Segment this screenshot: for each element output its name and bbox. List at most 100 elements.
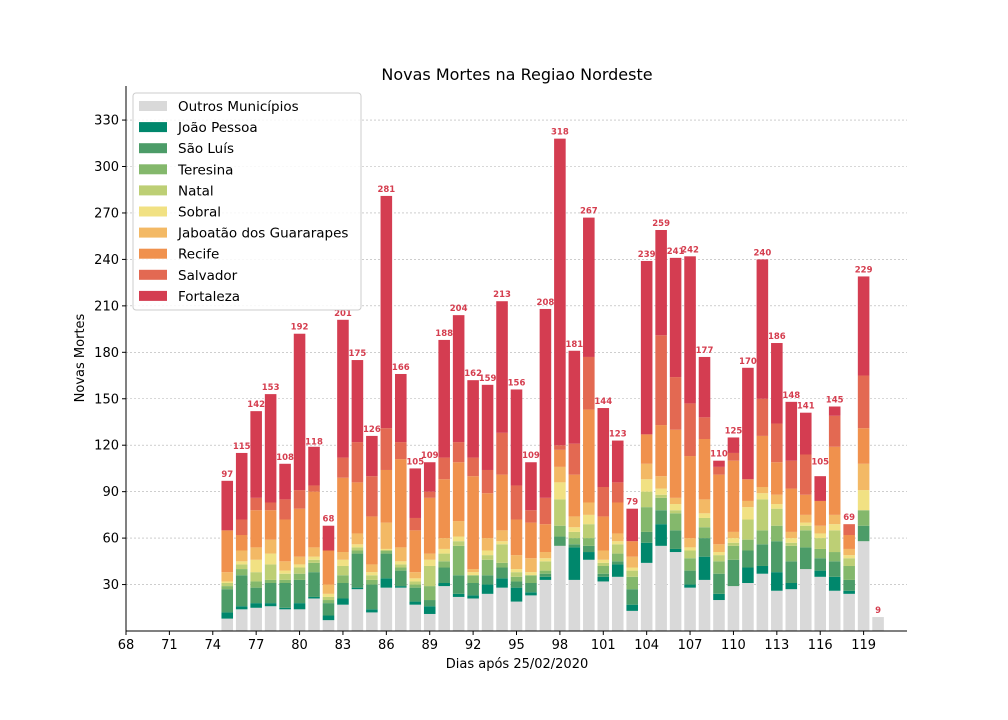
bar-segment xyxy=(250,581,262,588)
bar-segment xyxy=(308,556,320,560)
legend-swatch xyxy=(139,122,167,133)
bar-segment xyxy=(409,530,422,573)
bar-segment xyxy=(785,561,798,584)
bar-segment xyxy=(525,522,537,559)
bar-segment xyxy=(264,394,277,503)
data-label: 175 xyxy=(349,349,367,359)
bar-segment xyxy=(597,408,610,488)
y-axis-label: Novas Mortes xyxy=(73,313,88,402)
y-tick-label: 90 xyxy=(102,485,119,500)
bar-segment xyxy=(510,569,523,573)
bar-segment xyxy=(684,547,696,551)
bar-segment xyxy=(785,583,798,590)
legend-label: Salvador xyxy=(178,268,238,284)
x-tick-label: 92 xyxy=(465,638,482,653)
data-label: 105 xyxy=(406,457,424,467)
data-label: 148 xyxy=(782,391,800,401)
bar-segment xyxy=(611,553,624,562)
bar-segment xyxy=(496,541,508,545)
bar-segment xyxy=(727,542,740,546)
bar-segment xyxy=(828,446,841,515)
bar-segment xyxy=(843,558,855,566)
bar-segment xyxy=(814,576,827,631)
bar-segment xyxy=(727,545,740,560)
x-tick-label: 74 xyxy=(205,638,222,653)
bar-segment xyxy=(438,586,450,631)
data-label: 109 xyxy=(522,451,540,461)
x-tick-label: 119 xyxy=(851,638,876,653)
data-label: 242 xyxy=(681,245,699,255)
bar-segment xyxy=(698,356,711,418)
bar-segment xyxy=(713,561,725,574)
bar-segment xyxy=(438,567,450,584)
bar-segment xyxy=(756,530,769,545)
bar-segment xyxy=(771,525,783,542)
bar-segment xyxy=(568,547,581,580)
bar-segment xyxy=(611,576,624,631)
legend-swatch xyxy=(139,164,167,175)
bar-segment xyxy=(799,412,812,455)
bar-segment xyxy=(423,613,436,631)
bar-segment xyxy=(264,502,277,511)
bar-segment xyxy=(235,564,248,570)
bar-segment xyxy=(235,550,248,562)
data-label: 156 xyxy=(508,378,526,388)
bar-segment xyxy=(250,547,262,560)
bar-segment xyxy=(771,423,783,463)
bar-segment xyxy=(568,544,581,548)
bar-segment xyxy=(684,456,696,539)
bar-segment xyxy=(597,550,610,560)
bar-segment xyxy=(843,579,855,591)
bar-segment xyxy=(481,593,494,631)
legend-label: Jaboatão dos Guararapes xyxy=(177,226,348,242)
bar-segment xyxy=(351,533,364,545)
bar-segment xyxy=(698,513,711,518)
bar-segment xyxy=(452,536,465,542)
bar-segment xyxy=(799,569,812,631)
bar-segment xyxy=(727,559,740,587)
bar-segment xyxy=(395,547,407,562)
bar-segment xyxy=(279,561,291,571)
bar-segment xyxy=(293,609,306,631)
bar-segment xyxy=(669,548,682,553)
bar-segment xyxy=(279,570,291,574)
bar-segment xyxy=(235,609,248,631)
bar-segment xyxy=(409,572,422,579)
bar-segment xyxy=(438,548,450,554)
bar-segment xyxy=(380,469,393,523)
bar-segment xyxy=(785,545,798,562)
bar-segment xyxy=(250,411,262,498)
bar-segment xyxy=(684,538,696,548)
bar-segment xyxy=(640,434,653,464)
bar-segment xyxy=(771,541,783,573)
bar-segment xyxy=(496,301,508,433)
bar-segment xyxy=(395,567,407,571)
bar-segment xyxy=(481,575,494,585)
bar-segment xyxy=(799,530,812,548)
bar-segment xyxy=(655,497,667,511)
bar-segment xyxy=(423,462,436,492)
data-label: 213 xyxy=(493,290,511,300)
x-tick-label: 95 xyxy=(508,638,525,653)
bar-segment xyxy=(669,504,682,511)
legend-label: Natal xyxy=(178,183,214,199)
bar-segment xyxy=(771,494,783,505)
x-tick-label: 83 xyxy=(335,638,352,653)
bar-segment xyxy=(351,360,364,443)
bar-segment xyxy=(655,335,667,426)
bar-segment xyxy=(337,552,349,560)
bar-segment xyxy=(409,578,422,582)
legend-swatch xyxy=(139,206,167,217)
bar-segment xyxy=(843,590,855,594)
bar-segment xyxy=(713,552,725,556)
bar-segment xyxy=(799,454,812,495)
y-tick-label: 150 xyxy=(94,392,119,407)
bar-segment xyxy=(640,562,653,631)
x-tick-label: 80 xyxy=(291,638,308,653)
bar-segment xyxy=(640,479,653,492)
bar-segment xyxy=(611,564,624,577)
legend-swatch xyxy=(139,227,167,238)
bar-segment xyxy=(293,490,306,509)
bar-segment xyxy=(510,555,523,570)
